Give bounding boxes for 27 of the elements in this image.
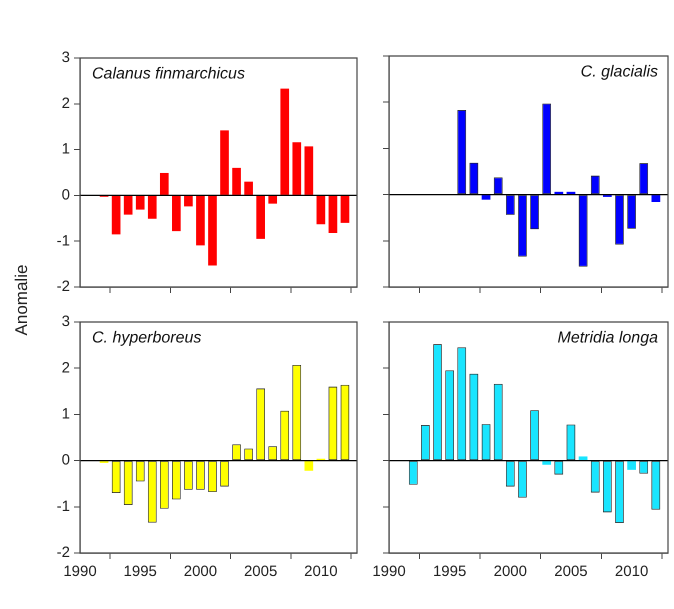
x-tick-label: 2000 <box>494 563 527 580</box>
y-tick-label: 2 <box>62 359 70 376</box>
y-tick-label: -1 <box>56 498 70 515</box>
y-tick-label: -2 <box>56 278 70 296</box>
x-tick-label: 1990 <box>63 563 97 580</box>
y-tick-label: 3 <box>62 313 70 330</box>
y-tick-label: -2 <box>56 544 70 562</box>
y-tick-label: -1 <box>56 232 70 250</box>
x-tick-label: 2000 <box>184 563 218 580</box>
y-tick-label: 0 <box>62 186 70 204</box>
y-axis-title: Anomalie <box>12 264 32 336</box>
chart-title: Calanus finmarchicus <box>92 65 245 82</box>
text: Metridia longa <box>558 329 658 346</box>
x-tick-label: 2005 <box>554 563 588 580</box>
y-tick-label: 1 <box>62 140 70 158</box>
y-tick-label: 2 <box>62 94 70 112</box>
y-tick-label: 3 <box>62 49 70 66</box>
x-tick-label: 1990 <box>372 563 406 580</box>
y-tick-label: 0 <box>62 452 70 469</box>
x-tick-label: 1995 <box>124 563 157 580</box>
text: C. hyperboreus <box>92 329 202 346</box>
x-tick-label: 2005 <box>244 563 278 580</box>
x-tick-label: 2010 <box>614 563 648 580</box>
chart-title: C. glacialis <box>580 63 658 80</box>
x-tick-label: 2010 <box>304 563 338 580</box>
y-tick-label: 1 <box>62 406 70 423</box>
x-tick-label: 1995 <box>432 563 466 580</box>
